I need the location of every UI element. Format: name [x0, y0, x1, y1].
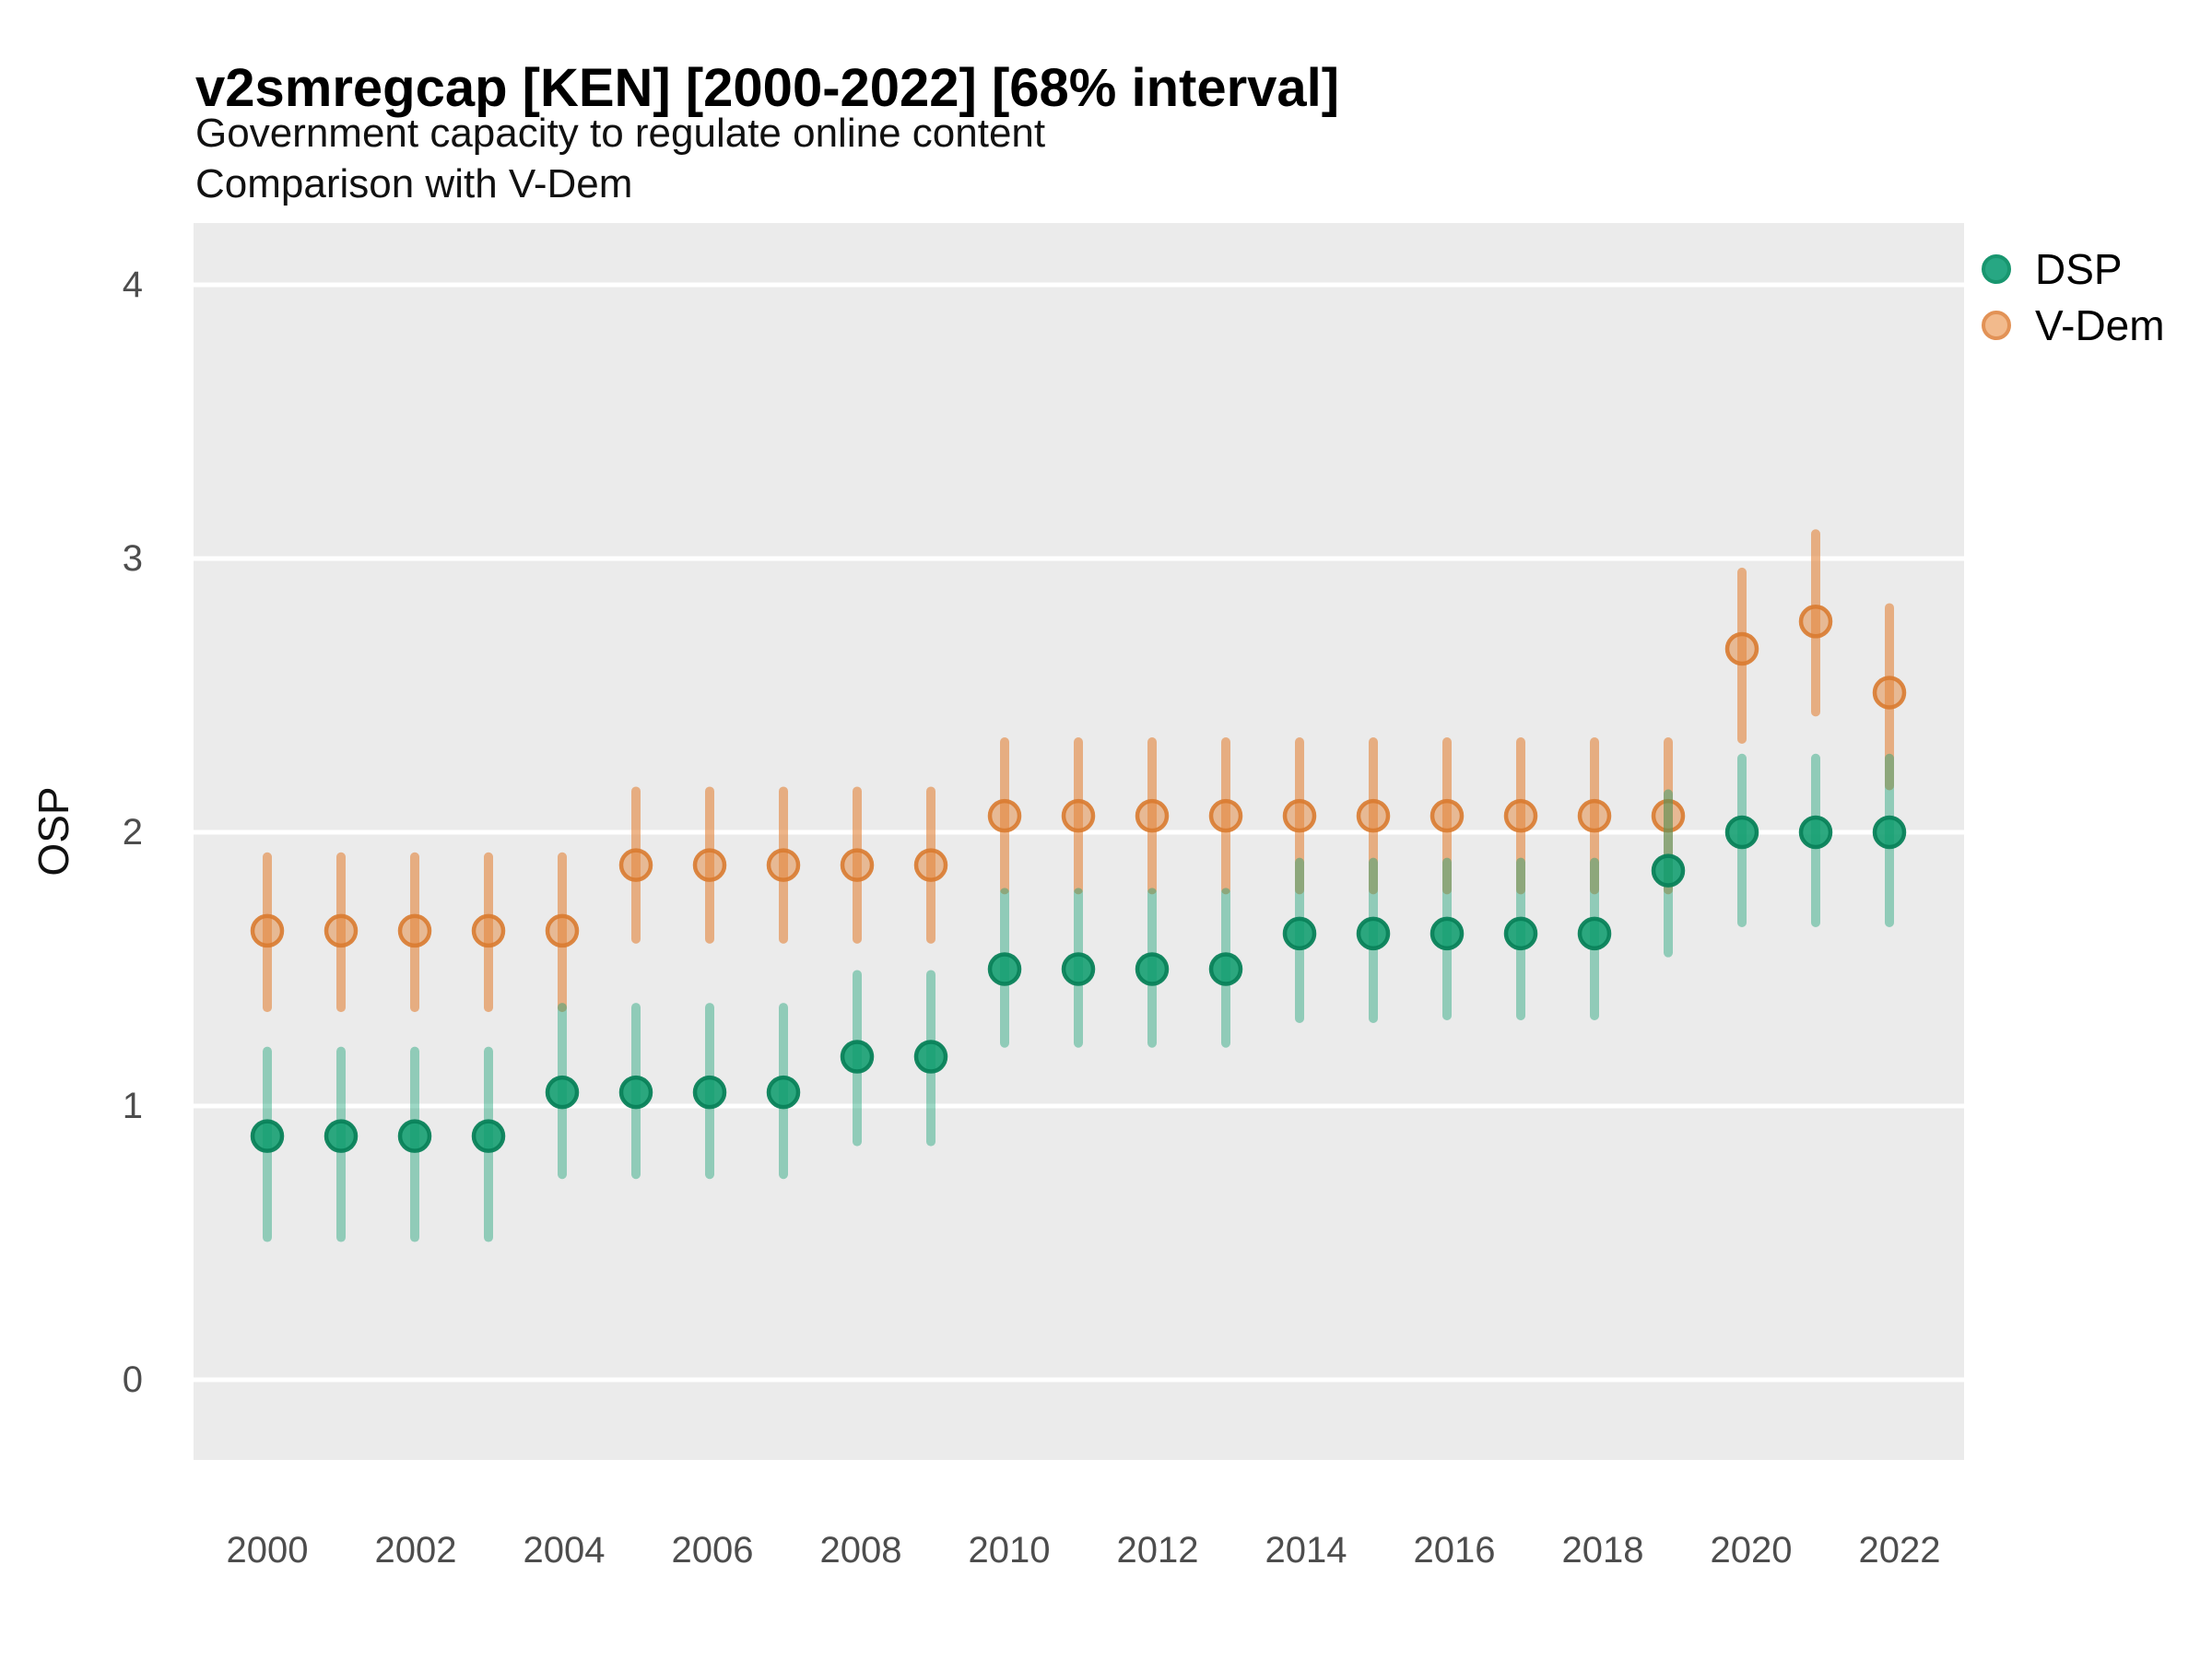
legend-item-vdem: V-Dem: [1982, 298, 2165, 353]
dsp-point-2003: [471, 1119, 506, 1153]
dsp-point-2021: [1798, 815, 1833, 850]
vdem-point-2020: [1724, 631, 1759, 666]
x-tick-2004: 2004: [523, 1530, 606, 1571]
vdem-point-2003: [471, 913, 506, 948]
legend-label-dsp: DSP: [2035, 245, 2123, 293]
vdem-point-2018: [1577, 798, 1612, 833]
dsp-point-2008: [840, 1040, 875, 1074]
vdem-point-2021: [1798, 605, 1833, 639]
dsp-point-2004: [545, 1075, 580, 1110]
dsp-point-2006: [692, 1075, 727, 1110]
vdem-point-2008: [840, 848, 875, 882]
x-tick-2022: 2022: [1858, 1530, 1941, 1571]
vdem-point-2013: [1208, 798, 1243, 833]
legend-label-vdem: V-Dem: [2035, 301, 2165, 349]
dsp-legend-dot-icon: [1982, 254, 2011, 284]
vdem-point-2011: [1061, 798, 1096, 833]
legend-item-dsp: DSP: [1982, 241, 2123, 297]
y-tick-3: 3: [122, 538, 143, 579]
dsp-point-2014: [1282, 916, 1317, 951]
x-tick-2000: 2000: [226, 1530, 309, 1571]
dsp-point-2015: [1356, 916, 1391, 951]
vdem-point-2014: [1282, 798, 1317, 833]
y-tick-1: 1: [122, 1086, 143, 1126]
x-tick-2018: 2018: [1561, 1530, 1644, 1571]
x-tick-2014: 2014: [1265, 1530, 1347, 1571]
y-tick-0: 0: [122, 1359, 143, 1400]
x-tick-2016: 2016: [1413, 1530, 1496, 1571]
vdem-point-2012: [1135, 798, 1170, 833]
dsp-point-2022: [1872, 815, 1907, 850]
y-tick-4: 4: [122, 265, 143, 305]
dsp-point-2002: [397, 1119, 432, 1153]
vdem-point-2017: [1503, 798, 1538, 833]
x-tick-2012: 2012: [1116, 1530, 1199, 1571]
vdem-point-2001: [324, 913, 359, 948]
vdem-point-2009: [913, 848, 948, 882]
chart-title: v2smregcap [KEN] [2000-2022] [68% interv…: [195, 58, 1340, 118]
vdem-point-2019: [1651, 798, 1686, 833]
y-tick-2: 2: [122, 812, 143, 853]
dsp-point-2001: [324, 1119, 359, 1153]
dsp-point-2017: [1503, 916, 1538, 951]
vdem-point-2015: [1356, 798, 1391, 833]
dsp-point-2018: [1577, 916, 1612, 951]
vdem-point-2010: [987, 798, 1022, 833]
vdem-point-2007: [766, 848, 801, 882]
dsp-point-2009: [913, 1040, 948, 1074]
chart-subtitle: Government capacity to regulate online c…: [195, 111, 1046, 156]
vdem-point-2005: [618, 848, 653, 882]
dsp-point-2020: [1724, 815, 1759, 850]
dsp-point-2016: [1430, 916, 1465, 951]
dsp-point-2010: [987, 952, 1022, 986]
dsp-point-2000: [250, 1119, 285, 1153]
dsp-point-2011: [1061, 952, 1096, 986]
dsp-point-2007: [766, 1075, 801, 1110]
vdem-point-2004: [545, 913, 580, 948]
chart-marks: [250, 529, 1907, 1242]
x-tick-2010: 2010: [968, 1530, 1051, 1571]
vdem-point-2000: [250, 913, 285, 948]
x-tick-2008: 2008: [819, 1530, 902, 1571]
vdem-point-2002: [397, 913, 432, 948]
vdem-point-2016: [1430, 798, 1465, 833]
plot-panel: [194, 223, 1964, 1460]
dsp-point-2005: [618, 1075, 653, 1110]
dsp-point-2019: [1651, 853, 1686, 888]
dsp-point-2012: [1135, 952, 1170, 986]
x-tick-2020: 2020: [1710, 1530, 1793, 1571]
x-tick-2002: 2002: [374, 1530, 457, 1571]
dsp-point-2013: [1208, 952, 1243, 986]
vdem-point-2006: [692, 848, 727, 882]
vdem-point-2022: [1872, 676, 1907, 710]
chart-subtitle-2: Comparison with V-Dem: [195, 161, 633, 206]
vdem-legend-dot-icon: [1982, 311, 2011, 340]
x-tick-2006: 2006: [671, 1530, 754, 1571]
